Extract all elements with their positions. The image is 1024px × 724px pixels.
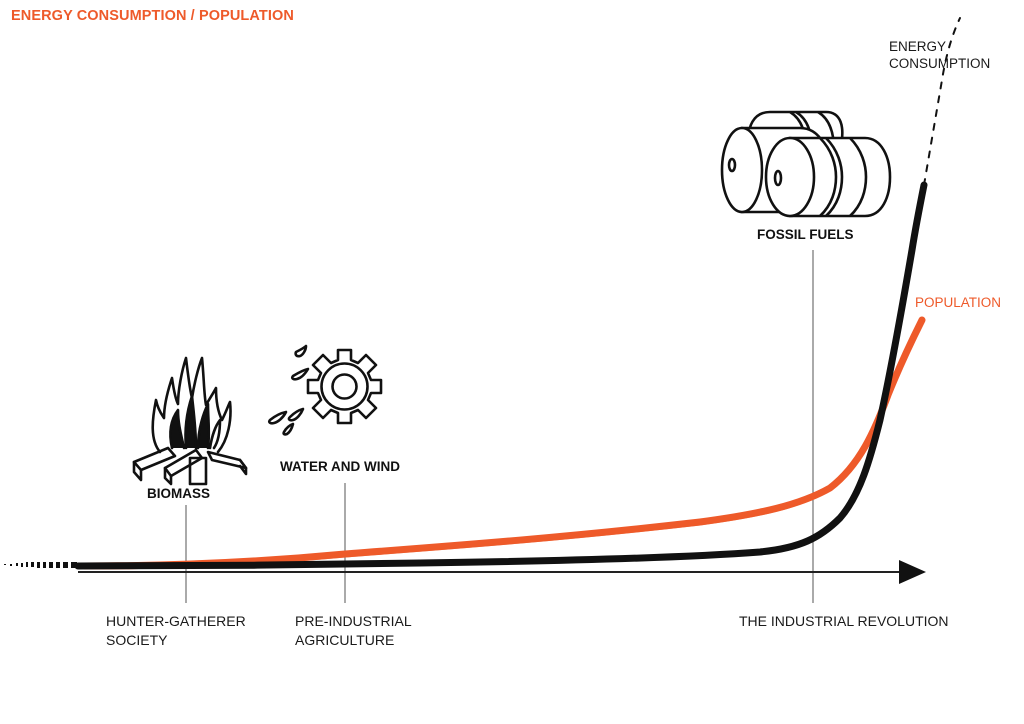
water-and-wind-label: WATER AND WIND bbox=[280, 459, 400, 474]
chart-title: ENERGY CONSUMPTION / POPULATION bbox=[11, 8, 294, 24]
energy-consumption-curve bbox=[74, 181, 928, 570]
era-label-line2: SOCIETY bbox=[106, 632, 168, 648]
energy-label-line2: CONSUMPTION bbox=[889, 56, 991, 71]
era-label-line1: HUNTER-GATHERER bbox=[106, 613, 246, 629]
x-axis bbox=[78, 560, 926, 584]
fossil-fuels-label: FOSSIL FUELS bbox=[757, 227, 854, 242]
energy-label-line1: ENERGY bbox=[889, 39, 947, 54]
timeline-lead-in bbox=[4, 562, 77, 568]
era-label-industrial-revolution: THE INDUSTRIAL REVOLUTION bbox=[739, 612, 949, 631]
energy-consumption-series-label: ENERGY CONSUMPTION bbox=[889, 38, 990, 72]
oil-barrels-icon bbox=[720, 110, 892, 218]
era-label-pre-industrial: PRE-INDUSTRIAL AGRICULTURE bbox=[295, 612, 412, 650]
campfire-icon bbox=[132, 356, 248, 486]
axis-arrow-icon bbox=[899, 560, 926, 584]
era-label-line1: THE INDUSTRIAL REVOLUTION bbox=[739, 613, 949, 629]
era-label-line1: PRE-INDUSTRIAL bbox=[295, 613, 412, 629]
era-label-hunter-gatherer: HUNTER-GATHERER SOCIETY bbox=[106, 612, 246, 650]
gear-with-water-drops-icon bbox=[267, 344, 383, 436]
era-label-line2: AGRICULTURE bbox=[295, 632, 395, 648]
population-series-label: POPULATION bbox=[915, 295, 1002, 310]
biomass-label: BIOMASS bbox=[147, 486, 211, 501]
